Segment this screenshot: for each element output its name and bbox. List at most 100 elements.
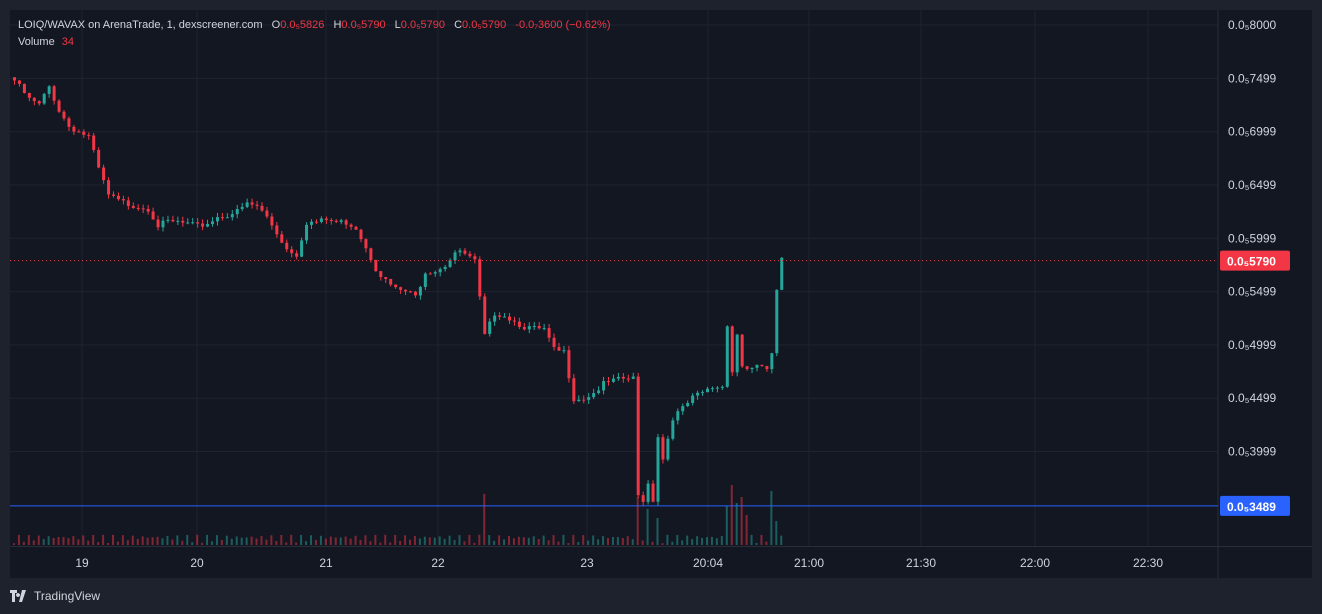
chart-area[interactable]: 0.0₅8000 0.0₅7499 0.0₅6999 0.0₅6499 0.0₅5999… <box>10 10 1312 578</box>
candle-body <box>300 240 304 257</box>
volume-bar <box>314 539 317 545</box>
legend-close-label: C <box>454 19 463 31</box>
candle-body <box>651 483 655 502</box>
volume-bar <box>498 535 501 545</box>
x-tick-label: 20 <box>190 556 204 570</box>
candle-body <box>295 253 299 257</box>
volume-bar <box>636 497 639 545</box>
volume-bar <box>478 534 481 545</box>
candle-body <box>57 100 61 112</box>
volume-bar <box>453 540 456 545</box>
volume-bar <box>607 538 609 545</box>
candle-body <box>488 321 492 334</box>
horizontal-line-badge <box>1220 495 1290 516</box>
candle-body <box>463 250 467 254</box>
candle-body <box>438 269 442 273</box>
candle-body <box>676 411 680 421</box>
volume-bar <box>394 534 397 545</box>
candle-body <box>285 242 289 250</box>
candle-body <box>389 278 393 285</box>
candle-body <box>557 347 561 351</box>
candle-body <box>339 220 343 222</box>
candle-body <box>384 277 388 279</box>
volume-bar <box>473 542 476 545</box>
candle-body <box>37 101 41 104</box>
candle-body <box>324 218 328 221</box>
volume-bar <box>592 535 595 545</box>
volume-bar <box>146 537 149 545</box>
candle-body <box>27 93 31 98</box>
volume-bar <box>631 539 634 545</box>
volume-bar <box>107 542 110 545</box>
candle-body <box>201 223 205 227</box>
volume-bar <box>324 538 327 545</box>
volume-bar <box>552 535 555 545</box>
volume-bar <box>760 534 763 545</box>
volume-bar <box>116 541 119 545</box>
candle-body <box>146 208 150 212</box>
volume-bar <box>354 535 357 545</box>
volume-bar <box>201 542 204 545</box>
candle-body <box>245 202 249 207</box>
volume-bar <box>131 535 134 545</box>
volume-bar <box>102 534 105 545</box>
volume-bar <box>22 541 25 545</box>
x-tick-label: 21:00 <box>794 556 824 570</box>
volume-bar <box>374 534 377 545</box>
candle-body <box>265 210 269 217</box>
volume-bar <box>57 537 60 545</box>
volume-bar <box>735 503 738 545</box>
candle-body <box>225 217 229 219</box>
legend-open-label: O <box>271 19 281 31</box>
volume-bar <box>413 535 416 545</box>
candle-body <box>404 289 408 292</box>
candle-body <box>562 350 566 352</box>
x-tick-label: 22 <box>431 556 445 570</box>
volume-bar <box>275 541 278 545</box>
legend-symbol: LOIQ/WAVAX on ArenaTrade, 1, dexscreener… <box>18 19 263 31</box>
x-tick-label: 19 <box>75 556 89 570</box>
candle-body <box>542 328 546 330</box>
volume-bar <box>780 535 783 545</box>
candle-body <box>334 220 338 222</box>
tradingview-footer[interactable]: TradingView <box>10 586 100 606</box>
candle-body <box>310 221 313 225</box>
candle-body <box>121 199 125 201</box>
candle-body <box>750 367 754 369</box>
candle-body <box>305 224 309 241</box>
price-chart[interactable]: 0.0₅8000 0.0₅7499 0.0₅6999 0.0₅6499 0.0₅5999… <box>10 10 1312 578</box>
candle-body <box>394 284 398 288</box>
candle-body <box>354 226 358 230</box>
volume-bar <box>67 538 70 545</box>
volume-bar <box>725 506 728 545</box>
candle-body <box>77 131 81 133</box>
y-tick-label: 0.0₅7499 <box>1228 71 1277 85</box>
volume-bar <box>339 537 342 545</box>
legend-high-value: 0.0₅5790 <box>341 19 386 31</box>
candle-body <box>186 222 190 224</box>
volume-bar <box>334 537 337 545</box>
legend-low-value: 0.0₅5790 <box>400 19 445 31</box>
volume-bar <box>349 538 352 545</box>
volume-bar <box>82 535 85 545</box>
volume-bar <box>582 535 585 545</box>
candle-body <box>691 395 695 403</box>
candle-body <box>433 272 437 274</box>
volume-bar <box>310 535 312 545</box>
candle-body <box>235 209 239 215</box>
candle-body <box>641 495 645 502</box>
candle-body <box>418 286 422 296</box>
candle-body <box>537 325 541 329</box>
candle-body <box>22 83 26 94</box>
volume-bar <box>423 536 426 545</box>
candle-body <box>517 321 521 327</box>
volume-bar <box>136 538 139 545</box>
volume-bar <box>770 491 773 545</box>
candle-body <box>765 366 769 370</box>
candle-body <box>616 376 620 379</box>
volume-bar <box>443 538 446 545</box>
volume-bar <box>493 540 496 545</box>
volume-bar <box>245 537 248 545</box>
candle-body <box>478 259 482 297</box>
volume-bar <box>92 535 95 545</box>
